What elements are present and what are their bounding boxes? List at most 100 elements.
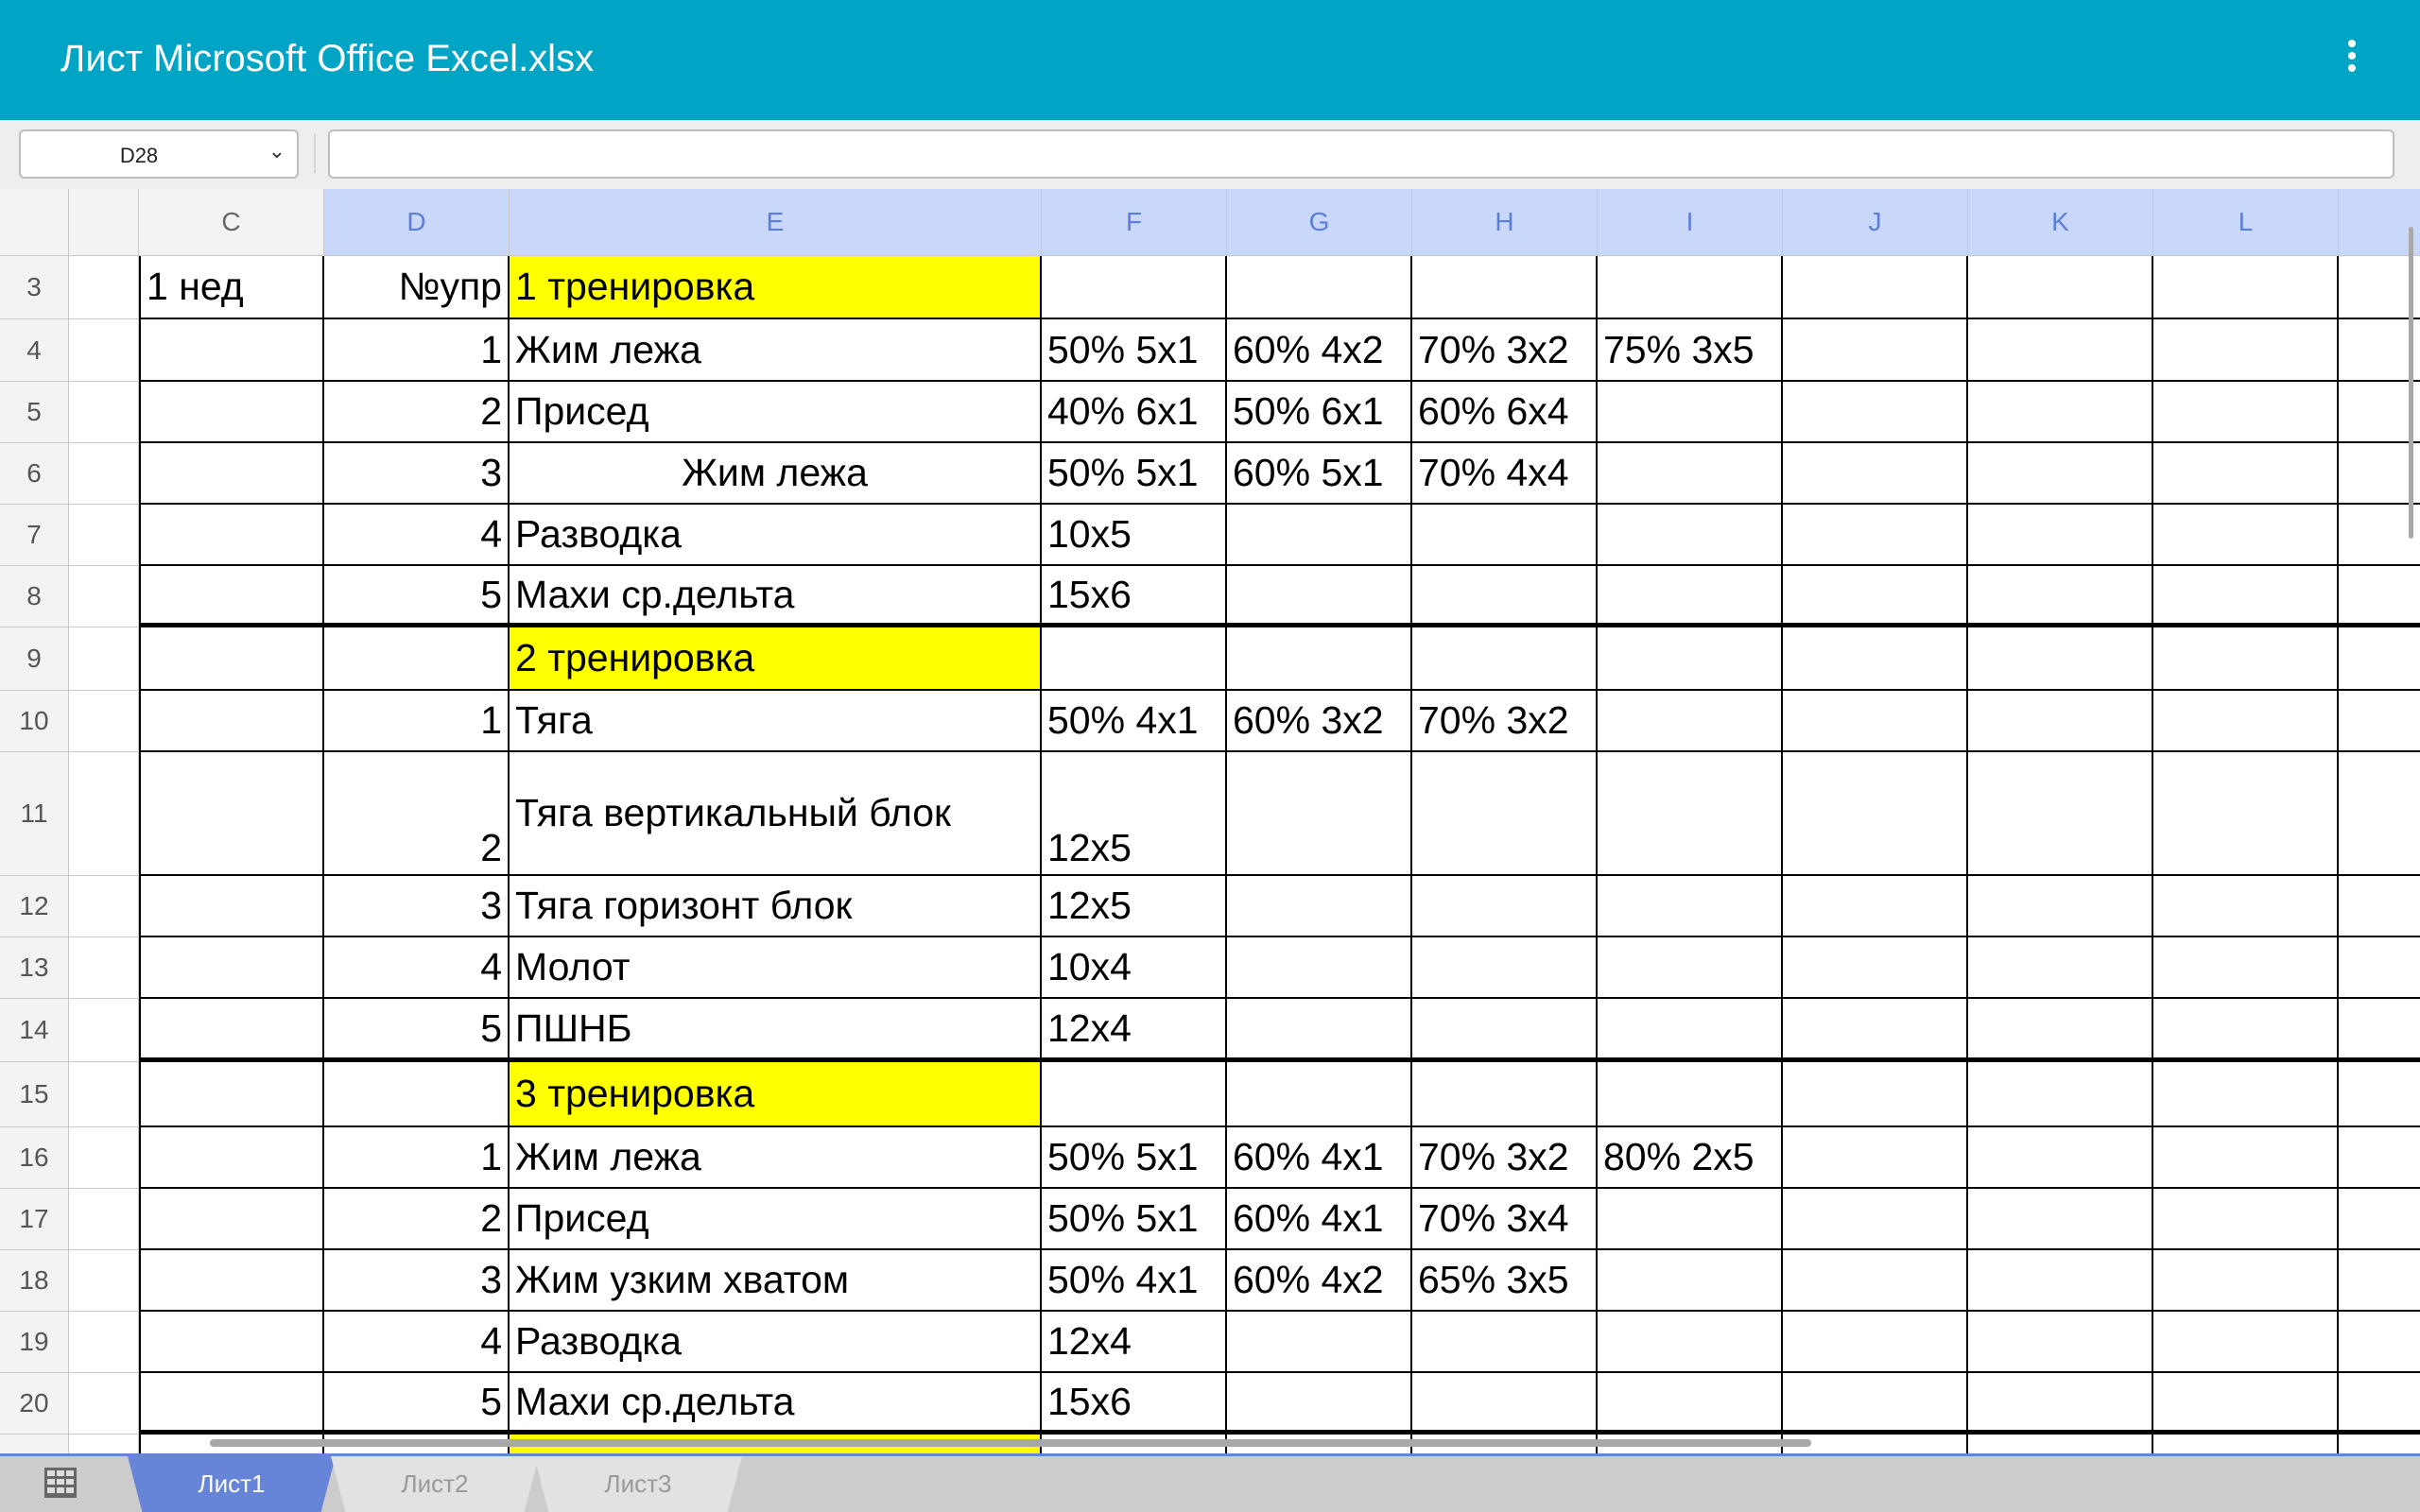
- cell-f15[interactable]: [1042, 1062, 1227, 1127]
- cell[interactable]: [2339, 1373, 2420, 1435]
- cell-k16[interactable]: [1968, 1127, 2153, 1189]
- cell[interactable]: [2339, 1127, 2420, 1189]
- cell-f7[interactable]: 10x5: [1042, 505, 1227, 566]
- cell[interactable]: [2339, 999, 2420, 1062]
- cell-g18[interactable]: 60% 4x2: [1227, 1250, 1412, 1312]
- row-header[interactable]: 6: [0, 443, 69, 505]
- cell-j15[interactable]: [1783, 1062, 1968, 1127]
- column-header-h[interactable]: H: [1412, 189, 1598, 256]
- cell-h13[interactable]: [1412, 937, 1598, 999]
- cell-g11[interactable]: [1227, 752, 1412, 876]
- cell[interactable]: [69, 1062, 139, 1127]
- cell-l16[interactable]: [2153, 1127, 2339, 1189]
- cell-c12[interactable]: [139, 876, 324, 937]
- cell-i11[interactable]: [1598, 752, 1783, 876]
- cell-f9[interactable]: [1042, 627, 1227, 691]
- cell-l8[interactable]: [2153, 566, 2339, 627]
- cell-g7[interactable]: [1227, 505, 1412, 566]
- cell-j5[interactable]: [1783, 382, 1968, 443]
- cell-i12[interactable]: [1598, 876, 1783, 937]
- cell-l7[interactable]: [2153, 505, 2339, 566]
- cell-c7[interactable]: [139, 505, 324, 566]
- cell-c18[interactable]: [139, 1250, 324, 1312]
- column-header-k[interactable]: K: [1968, 189, 2153, 256]
- cell-c5[interactable]: [139, 382, 324, 443]
- cell-h9[interactable]: [1412, 627, 1598, 691]
- cell-d10[interactable]: 1: [324, 691, 510, 752]
- cell-c8[interactable]: [139, 566, 324, 627]
- cell-i7[interactable]: [1598, 505, 1783, 566]
- cell-e19[interactable]: Разводка: [510, 1312, 1042, 1373]
- cell[interactable]: [69, 752, 139, 876]
- column-header[interactable]: [2339, 189, 2420, 256]
- cell-k15[interactable]: [1968, 1062, 2153, 1127]
- cell-c11[interactable]: [139, 752, 324, 876]
- cell-i5[interactable]: [1598, 382, 1783, 443]
- cell-l18[interactable]: [2153, 1250, 2339, 1312]
- sheets-grid-icon[interactable]: [42, 1468, 79, 1502]
- cell-c10[interactable]: [139, 691, 324, 752]
- cell[interactable]: [69, 382, 139, 443]
- cell-j14[interactable]: [1783, 999, 1968, 1062]
- cell-h4[interactable]: 70% 3x2: [1412, 319, 1598, 382]
- cell-l19[interactable]: [2153, 1312, 2339, 1373]
- cell[interactable]: [69, 1435, 139, 1453]
- cell[interactable]: [69, 1250, 139, 1312]
- cell-f17[interactable]: 50% 5x1: [1042, 1189, 1227, 1250]
- cell-g10[interactable]: 60% 3x2: [1227, 691, 1412, 752]
- cell-l3[interactable]: [2153, 256, 2339, 319]
- cell[interactable]: [69, 999, 139, 1062]
- row-header[interactable]: 3: [0, 256, 69, 319]
- cell-f13[interactable]: 10x4: [1042, 937, 1227, 999]
- cell-e5[interactable]: Присед: [510, 382, 1042, 443]
- cell-i20[interactable]: [1598, 1373, 1783, 1435]
- sheet-tab-1[interactable]: Лист1: [128, 1456, 336, 1512]
- cell-j9[interactable]: [1783, 627, 1968, 691]
- cell-i13[interactable]: [1598, 937, 1783, 999]
- cell-d6[interactable]: 3: [324, 443, 510, 505]
- cell-k20[interactable]: [1968, 1373, 2153, 1435]
- cell-l15[interactable]: [2153, 1062, 2339, 1127]
- row-header[interactable]: 10: [0, 691, 69, 752]
- cell[interactable]: [69, 1189, 139, 1250]
- cell-g20[interactable]: [1227, 1373, 1412, 1435]
- cell-f14[interactable]: 12x4: [1042, 999, 1227, 1062]
- cell-l14[interactable]: [2153, 999, 2339, 1062]
- cell-l10[interactable]: [2153, 691, 2339, 752]
- cell-k12[interactable]: [1968, 876, 2153, 937]
- cell-c13[interactable]: [139, 937, 324, 999]
- cell-i4[interactable]: 75% 3x5: [1598, 319, 1783, 382]
- cell-e8[interactable]: Махи ср.дельта: [510, 566, 1042, 627]
- cell-e12[interactable]: Тяга горизонт блок: [510, 876, 1042, 937]
- chevron-down-icon[interactable]: ⌄: [268, 139, 285, 163]
- cell-c14[interactable]: [139, 999, 324, 1062]
- row-header[interactable]: 20: [0, 1373, 69, 1435]
- cell-l9[interactable]: [2153, 627, 2339, 691]
- cell-e20[interactable]: Махи ср.дельта: [510, 1373, 1042, 1435]
- cell-k18[interactable]: [1968, 1250, 2153, 1312]
- cell[interactable]: [2339, 1312, 2420, 1373]
- column-header-f[interactable]: F: [1042, 189, 1227, 256]
- cell[interactable]: [2339, 505, 2420, 566]
- cell-j20[interactable]: [1783, 1373, 1968, 1435]
- cell-j13[interactable]: [1783, 937, 1968, 999]
- cell-h19[interactable]: [1412, 1312, 1598, 1373]
- cell-k11[interactable]: [1968, 752, 2153, 876]
- cell-g12[interactable]: [1227, 876, 1412, 937]
- cell-j[interactable]: [1783, 1435, 1968, 1453]
- cell-j12[interactable]: [1783, 876, 1968, 937]
- cell-f4[interactable]: 50% 5x1: [1042, 319, 1227, 382]
- column-header-l[interactable]: L: [2153, 189, 2339, 256]
- cell[interactable]: [69, 627, 139, 691]
- cell-d18[interactable]: 3: [324, 1250, 510, 1312]
- cell-c6[interactable]: [139, 443, 324, 505]
- cell-f3[interactable]: [1042, 256, 1227, 319]
- cell-e6[interactable]: Жим лежа: [510, 443, 1042, 505]
- cell-f18[interactable]: 50% 4x1: [1042, 1250, 1227, 1312]
- cell-j18[interactable]: [1783, 1250, 1968, 1312]
- cell-g9[interactable]: [1227, 627, 1412, 691]
- cell-e11[interactable]: Тяга вертикальный блок: [510, 752, 1042, 876]
- cell[interactable]: [2339, 1189, 2420, 1250]
- column-header-j[interactable]: J: [1783, 189, 1968, 256]
